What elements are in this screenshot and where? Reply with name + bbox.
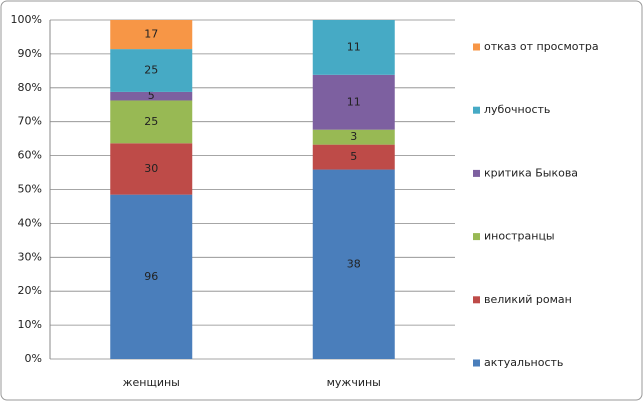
y-tick-label: 10% <box>18 318 42 331</box>
x-tick-label: мужчины <box>327 376 381 389</box>
bar-segment <box>110 100 193 144</box>
legend-swatch <box>473 43 480 51</box>
legend-label: великий роман <box>484 293 572 306</box>
legend-label: иностранцы <box>484 230 555 243</box>
y-tick-label: 100% <box>11 13 42 26</box>
legend-label: лубочность <box>484 103 550 116</box>
data-label: 5 <box>350 150 357 163</box>
data-label: 11 <box>347 40 361 53</box>
y-tick-label: 0% <box>25 352 42 365</box>
bar-segment <box>312 20 395 75</box>
y-tick-label: 30% <box>18 250 42 263</box>
bar-segment <box>312 144 395 170</box>
data-label: 25 <box>144 64 158 77</box>
data-label: 17 <box>144 28 158 41</box>
y-tick-label: 80% <box>18 81 42 94</box>
data-label: 25 <box>144 115 158 128</box>
y-tick-label: 60% <box>18 149 42 162</box>
y-tick-label: 20% <box>18 284 42 297</box>
legend-label: актуальность <box>484 356 563 369</box>
legend-swatch <box>473 233 480 241</box>
data-label: 3 <box>350 130 357 143</box>
bar-segment <box>312 74 395 130</box>
bar-segment <box>312 169 395 359</box>
data-label: 5 <box>148 89 155 102</box>
y-tick-label: 90% <box>18 47 42 60</box>
legend-label: отказ от просмотра <box>484 40 599 53</box>
bar-segment <box>110 20 193 50</box>
data-label: 11 <box>347 95 361 108</box>
bar-segment <box>110 194 193 359</box>
legend-swatch <box>473 169 480 177</box>
bar-segment <box>110 143 193 195</box>
data-label: 38 <box>347 257 361 270</box>
legend-swatch <box>473 106 480 114</box>
bar-segment <box>110 49 193 92</box>
x-tick-label: женщины <box>123 376 180 389</box>
y-tick-label: 40% <box>18 216 42 229</box>
y-tick-label: 50% <box>18 183 42 196</box>
legend-swatch <box>473 359 480 367</box>
bar-segment <box>110 91 193 101</box>
bar-segment <box>312 129 395 145</box>
legend-label: критика Быкова <box>484 166 578 179</box>
data-label: 96 <box>144 270 158 283</box>
y-tick-label: 70% <box>18 115 42 128</box>
legend-swatch <box>473 296 480 304</box>
data-label: 30 <box>144 162 158 175</box>
